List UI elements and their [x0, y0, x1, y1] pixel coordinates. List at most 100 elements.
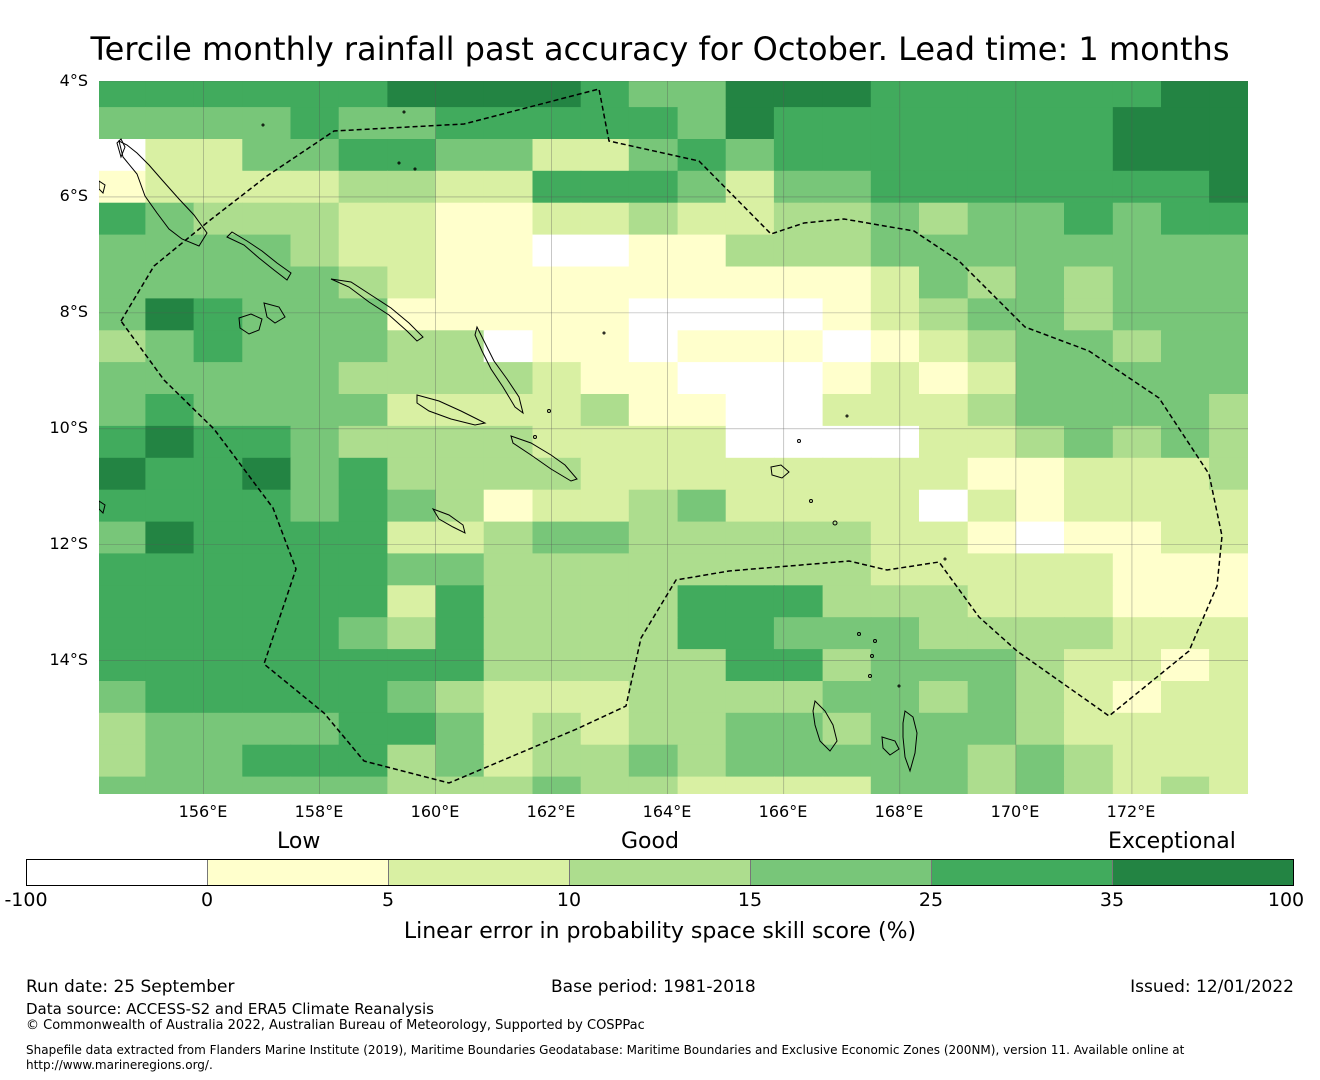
skill-cell	[967, 681, 1017, 714]
island-dot	[870, 654, 874, 658]
skill-cell	[1064, 617, 1114, 650]
skill-cell	[435, 712, 485, 746]
skill-cell	[628, 649, 679, 682]
lon-label-162e: 162°E	[526, 802, 576, 821]
skill-cell	[628, 521, 679, 555]
skill-cell	[242, 234, 292, 268]
skill-cell	[290, 744, 340, 778]
skill-cell	[725, 649, 775, 682]
skill-cell	[1112, 585, 1162, 618]
skill-cell	[580, 81, 630, 108]
lat-label-14s: 14°S	[49, 650, 88, 669]
skill-cell	[870, 712, 920, 746]
skill-cell	[483, 266, 533, 299]
skill-cell	[919, 298, 969, 331]
coastline-santa-cruz	[770, 464, 790, 479]
skill-cell	[387, 617, 437, 650]
skill-cell	[338, 298, 388, 331]
skill-cell	[387, 649, 437, 682]
shapefile-url[interactable]: http://www.marineregions.org/.	[26, 1058, 213, 1072]
skill-cell	[145, 139, 195, 172]
skill-cell	[338, 266, 388, 299]
skill-cell	[1064, 362, 1114, 395]
skill-cell	[677, 712, 727, 746]
skill-cell	[1112, 139, 1162, 172]
skill-cell	[773, 744, 824, 778]
skill-cell	[290, 553, 340, 586]
skill-cell	[532, 362, 582, 395]
skill-cell	[822, 234, 872, 268]
skill-cell	[242, 139, 292, 172]
island-dot	[547, 409, 551, 413]
skill-cell	[870, 553, 920, 586]
skill-cell	[338, 234, 388, 268]
skill-cell	[242, 681, 292, 714]
skill-cell	[99, 298, 146, 331]
skill-cell	[1209, 585, 1248, 618]
coastline-makira	[510, 435, 578, 482]
skill-cell	[532, 649, 582, 682]
skill-cell	[1209, 457, 1248, 491]
coastline-new-georgia	[238, 313, 263, 335]
skill-cell	[919, 394, 969, 427]
skill-cell	[532, 266, 582, 299]
skill-cell	[290, 425, 340, 459]
skill-map[interactable]	[99, 81, 1248, 794]
skill-cell	[725, 107, 775, 140]
skill-cell	[677, 681, 727, 714]
skill-cell	[242, 489, 292, 523]
skill-cell	[1161, 585, 1210, 618]
skill-cell	[967, 298, 1017, 331]
lat-label-8s: 8°S	[59, 302, 88, 321]
skill-cell	[967, 585, 1017, 618]
skill-cell	[725, 712, 775, 746]
skill-cell	[967, 744, 1017, 778]
skill-cell	[967, 234, 1017, 268]
skill-cell	[580, 298, 630, 331]
skill-cell	[967, 521, 1017, 555]
skill-cell	[822, 362, 872, 395]
skill-cell	[193, 681, 243, 714]
skill-cell	[99, 585, 146, 618]
colorbar-segment	[1113, 860, 1293, 885]
colorbar-tick: 0	[200, 889, 214, 911]
island-dot	[413, 167, 417, 171]
skill-cell	[1015, 649, 1065, 682]
skill-cell	[822, 81, 872, 108]
island-dot	[845, 414, 849, 418]
skill-cell	[870, 649, 920, 682]
skill-cell	[919, 649, 969, 682]
skill-cell	[677, 744, 727, 778]
skill-cell	[919, 139, 969, 172]
skill-cell	[870, 776, 920, 794]
skill-cell	[822, 425, 872, 459]
skill-cell	[99, 617, 146, 650]
skill-cell	[290, 649, 340, 682]
skill-cell	[99, 81, 146, 108]
skill-cell	[532, 425, 582, 459]
skill-cell	[1161, 362, 1210, 395]
skill-cell	[145, 776, 195, 794]
skill-cell	[870, 617, 920, 650]
skill-cell	[1064, 170, 1114, 204]
skill-cell	[1112, 81, 1162, 108]
skill-cell	[532, 457, 582, 491]
skill-cell	[580, 776, 630, 794]
skill-cell	[145, 425, 195, 459]
skill-cell	[919, 81, 969, 108]
skill-cell	[870, 234, 920, 268]
skill-cell	[677, 489, 727, 523]
skill-cell	[242, 425, 292, 459]
skill-cell	[193, 202, 243, 236]
skill-cell	[532, 298, 582, 331]
skill-cell	[628, 330, 679, 363]
skill-cell	[1209, 744, 1248, 778]
skill-cell	[677, 425, 727, 459]
skill-cell	[145, 744, 195, 778]
skill-cell	[387, 170, 437, 204]
skill-cell	[1209, 298, 1248, 331]
skill-cell	[773, 521, 824, 555]
skill-cell	[1015, 712, 1065, 746]
skill-cell	[822, 585, 872, 618]
skill-cell	[99, 521, 146, 555]
